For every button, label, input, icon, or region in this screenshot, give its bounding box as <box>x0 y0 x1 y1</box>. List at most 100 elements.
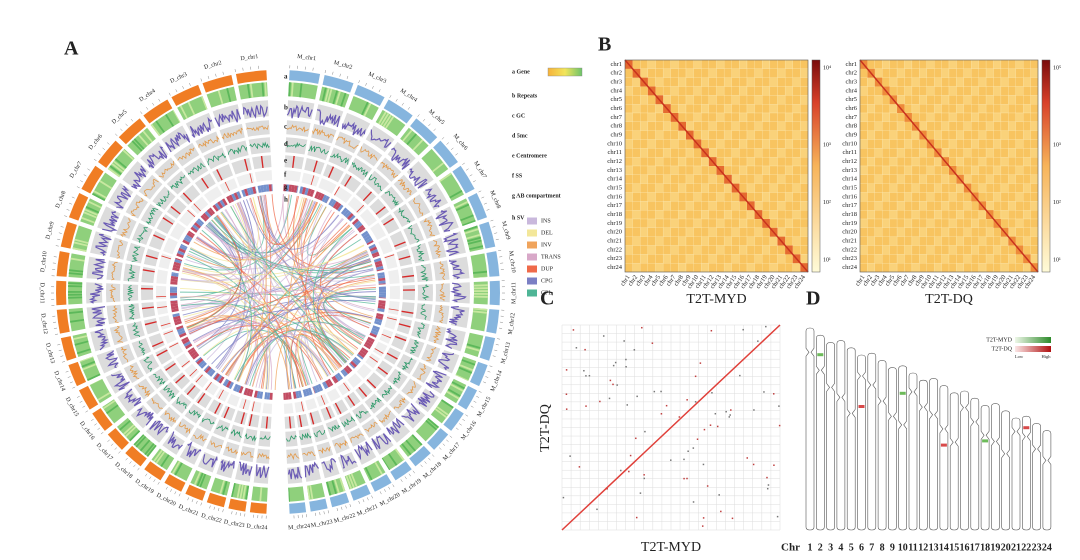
dotplot-dot <box>623 340 625 342</box>
centromere <box>402 289 415 291</box>
ab-compartment <box>238 191 242 198</box>
heatmap-block <box>662 254 671 264</box>
heatmap-block <box>993 263 1002 273</box>
ab-compartment <box>192 353 200 360</box>
gene-density <box>455 203 470 212</box>
heatmap-block <box>647 157 656 167</box>
centromere-track <box>402 285 415 301</box>
heatmap-block <box>1030 201 1039 211</box>
heatmap-block <box>632 104 641 114</box>
heatmap-block <box>956 157 964 167</box>
heatmap-block <box>882 263 890 273</box>
ab-compartment <box>378 283 386 285</box>
dotplot-dot <box>583 369 585 372</box>
track-letter: d <box>284 140 288 148</box>
chr-label: chr12 <box>607 158 622 165</box>
gene-density <box>171 461 181 475</box>
gene-density <box>473 295 488 298</box>
gene-density <box>402 129 413 142</box>
heatmap-block <box>948 227 957 237</box>
ss-mark <box>320 395 326 405</box>
heatmap-block <box>701 254 710 264</box>
ss-track <box>388 269 400 284</box>
heatmap-block <box>716 201 725 211</box>
scale-tick <box>497 338 501 340</box>
chromosome-label: D_chr17 <box>95 442 114 462</box>
ab-compartment <box>353 220 361 228</box>
heatmap-block <box>948 59 957 69</box>
heatmap-block <box>889 218 898 228</box>
gene-density <box>97 392 111 401</box>
sv-link <box>189 277 376 335</box>
heatmap-block <box>1015 183 1024 193</box>
dotplot-dot <box>686 477 688 480</box>
gene-density <box>361 101 369 116</box>
heatmap-block <box>911 192 920 202</box>
heatmap-block <box>904 157 913 167</box>
heatmap-frame <box>624 59 809 273</box>
heatmap-block <box>1030 245 1039 255</box>
heatmap-block <box>919 218 927 228</box>
heatmap-block <box>762 68 771 78</box>
heatmap-block <box>926 86 935 96</box>
track-line <box>227 145 247 155</box>
heatmap-block <box>754 227 763 237</box>
heatmap-block <box>792 139 801 149</box>
centromere-track <box>148 230 167 250</box>
heatmap-block <box>685 112 694 122</box>
heatmap-block <box>716 254 725 264</box>
heatmap-block <box>762 183 771 193</box>
scale-tick <box>449 435 453 438</box>
heatmap-block <box>1000 254 1009 264</box>
ab-compartment <box>243 188 249 197</box>
heatmap-block <box>1030 254 1039 264</box>
heatmap-block <box>911 236 920 246</box>
heatmap-block <box>896 210 905 220</box>
heatmap-block <box>701 183 710 193</box>
ab-compartment <box>351 358 359 366</box>
heatmap-block <box>1015 86 1024 96</box>
track-background <box>174 418 195 438</box>
scale-tick <box>58 232 62 234</box>
gene-density <box>165 113 175 127</box>
heatmap-block <box>662 201 671 211</box>
ss-mark <box>249 173 253 184</box>
scale-tick <box>65 370 69 373</box>
heatmap-block <box>963 254 972 264</box>
heatmap-block <box>1000 183 1009 193</box>
heatmap-block <box>867 210 875 220</box>
scale-tick <box>478 391 482 393</box>
track-line <box>286 434 297 442</box>
heatmap-block <box>896 112 905 122</box>
ab-compartment <box>195 356 202 363</box>
heatmap-block <box>685 104 694 114</box>
track-line <box>318 446 331 455</box>
heatmap-block <box>934 210 942 220</box>
ab-compartment <box>370 330 378 336</box>
track-line <box>193 433 207 442</box>
colorbar-label: 10¹ <box>1053 257 1061 263</box>
heatmap-block <box>701 218 710 228</box>
gene-density <box>378 111 387 125</box>
heatmap-block <box>926 183 935 193</box>
heatmap-block <box>904 174 913 184</box>
ab-compartment <box>190 350 198 358</box>
heatmap-block <box>867 218 875 228</box>
heatmap-block <box>859 86 868 96</box>
heatmap-block <box>640 192 649 202</box>
ss-track <box>347 373 362 388</box>
dotplot-dot <box>608 397 611 400</box>
track-line <box>164 410 176 423</box>
heatmap-block <box>693 174 702 184</box>
heatmap-block <box>941 139 950 149</box>
track-line <box>120 347 129 363</box>
heatmap-block <box>800 130 809 140</box>
heatmap-block <box>993 227 1002 237</box>
heatmap-block <box>655 68 664 78</box>
heatmap-block <box>1008 139 1016 149</box>
heatmap-block <box>777 121 786 131</box>
ab-compartment <box>348 215 356 222</box>
heatmap-block <box>640 59 649 69</box>
centromere-track <box>355 184 377 205</box>
heatmap-block <box>911 227 920 237</box>
